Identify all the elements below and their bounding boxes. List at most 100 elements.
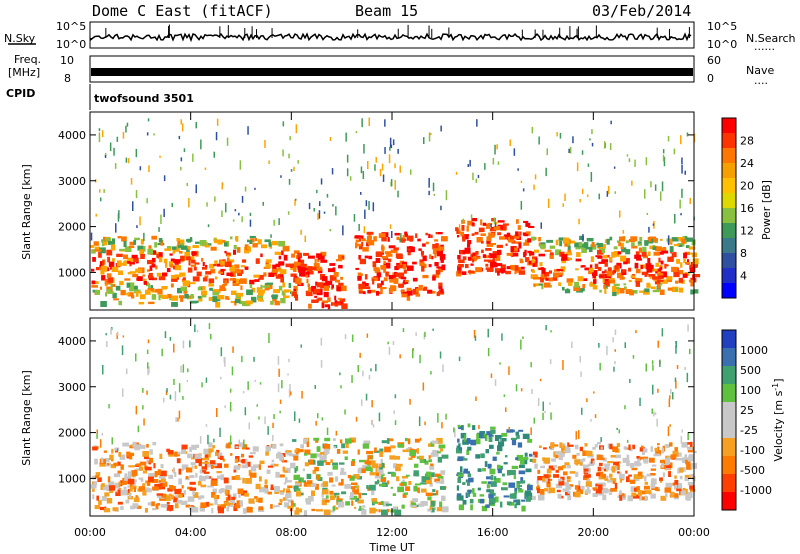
echo-speckle bbox=[515, 384, 518, 392]
echo-speckle bbox=[650, 181, 652, 188]
echo-speckle bbox=[238, 212, 240, 216]
echo-mark bbox=[567, 495, 572, 501]
echo-speckle bbox=[550, 330, 552, 333]
echo-speckle bbox=[687, 324, 689, 332]
echo-mark bbox=[417, 238, 421, 242]
echo-mark bbox=[537, 469, 541, 474]
echo-speckle bbox=[645, 157, 648, 166]
echo-mark bbox=[414, 483, 421, 486]
x-tick-label: 00:00 bbox=[678, 526, 710, 539]
echo-mark bbox=[317, 460, 324, 466]
echo-speckle bbox=[646, 212, 649, 215]
echo-mark bbox=[208, 283, 214, 287]
colorbar-swatch bbox=[722, 193, 736, 209]
echo-mark bbox=[158, 275, 166, 281]
echo-mark bbox=[650, 446, 654, 452]
echo-mark bbox=[325, 462, 331, 466]
echo-mark bbox=[239, 501, 243, 507]
echo-mark bbox=[576, 252, 581, 257]
echo-mark bbox=[604, 478, 609, 481]
echo-mark bbox=[200, 484, 207, 488]
echo-mark bbox=[381, 440, 389, 444]
echo-mark bbox=[575, 461, 579, 466]
echo-mark bbox=[377, 292, 383, 295]
echo-speckle bbox=[503, 394, 506, 397]
echo-speckle bbox=[205, 377, 208, 383]
echo-mark bbox=[264, 479, 268, 485]
echo-mark bbox=[539, 244, 546, 249]
echo-speckle bbox=[289, 383, 291, 392]
echo-mark bbox=[299, 508, 303, 513]
echo-mark bbox=[582, 284, 586, 289]
echo-mark bbox=[373, 236, 377, 242]
echo-mark bbox=[324, 448, 330, 454]
echo-mark bbox=[236, 292, 244, 297]
echo-mark bbox=[650, 493, 656, 499]
echo-mark bbox=[601, 271, 605, 274]
echo-mark bbox=[670, 251, 673, 254]
echo-mark bbox=[174, 246, 177, 250]
echo-mark bbox=[308, 303, 312, 309]
echo-speckle bbox=[418, 416, 421, 426]
echo-mark bbox=[639, 236, 643, 242]
echo-mark bbox=[170, 264, 174, 268]
echo-mark bbox=[176, 499, 183, 504]
echo-speckle bbox=[318, 210, 321, 219]
echo-mark bbox=[91, 280, 96, 285]
echo-mark bbox=[594, 263, 599, 269]
echo-speckle bbox=[142, 405, 144, 410]
echo-speckle bbox=[111, 437, 113, 445]
echo-mark bbox=[430, 234, 433, 238]
echo-mark bbox=[313, 263, 320, 267]
echo-mark bbox=[548, 465, 555, 471]
echo-mark bbox=[559, 240, 563, 247]
echo-mark bbox=[371, 498, 377, 502]
echo-mark bbox=[429, 483, 433, 487]
echo-mark bbox=[95, 289, 101, 295]
nsearch-dots: ...... bbox=[754, 40, 775, 53]
echo-mark bbox=[667, 256, 674, 262]
echo-mark bbox=[533, 283, 539, 287]
echo-mark bbox=[163, 258, 168, 264]
echo-speckle bbox=[562, 203, 564, 207]
echo-mark bbox=[336, 495, 340, 500]
echo-mark bbox=[151, 501, 155, 507]
echo-speckle bbox=[229, 401, 232, 412]
echo-mark bbox=[619, 274, 624, 280]
echo-mark bbox=[306, 270, 314, 275]
echo-mark bbox=[439, 448, 444, 452]
echo-mark bbox=[402, 449, 409, 453]
echo-mark bbox=[353, 474, 360, 479]
echo-speckle bbox=[629, 378, 631, 383]
echo-mark bbox=[603, 482, 606, 487]
echo-mark bbox=[265, 259, 272, 263]
echo-speckle bbox=[215, 132, 218, 141]
echo-mark bbox=[438, 444, 446, 449]
echo-mark bbox=[366, 450, 374, 455]
echo-mark bbox=[307, 255, 315, 259]
echo-mark bbox=[205, 475, 210, 480]
echo-mark bbox=[233, 468, 237, 473]
echo-mark bbox=[543, 474, 550, 479]
echo-mark bbox=[194, 465, 198, 469]
echo-mark bbox=[658, 279, 664, 282]
echo-mark bbox=[223, 477, 229, 484]
echo-mark bbox=[313, 288, 321, 293]
echo-mark bbox=[180, 500, 188, 505]
echo-speckle bbox=[476, 119, 478, 127]
echo-mark bbox=[167, 293, 172, 299]
echo-mark bbox=[602, 277, 605, 283]
echo-mark bbox=[320, 452, 326, 455]
echo-speckle bbox=[428, 177, 430, 188]
echo-mark bbox=[191, 465, 194, 469]
echo-speckle bbox=[114, 163, 117, 169]
echo-mark bbox=[133, 240, 137, 245]
echo-mark bbox=[605, 475, 609, 480]
echo-mark bbox=[623, 446, 627, 450]
echo-speckle bbox=[130, 178, 133, 185]
echo-speckle bbox=[382, 174, 385, 182]
nave-label: Nave bbox=[746, 64, 774, 77]
echo-mark bbox=[523, 457, 529, 461]
echo-mark bbox=[305, 274, 309, 278]
echo-mark bbox=[305, 290, 313, 297]
